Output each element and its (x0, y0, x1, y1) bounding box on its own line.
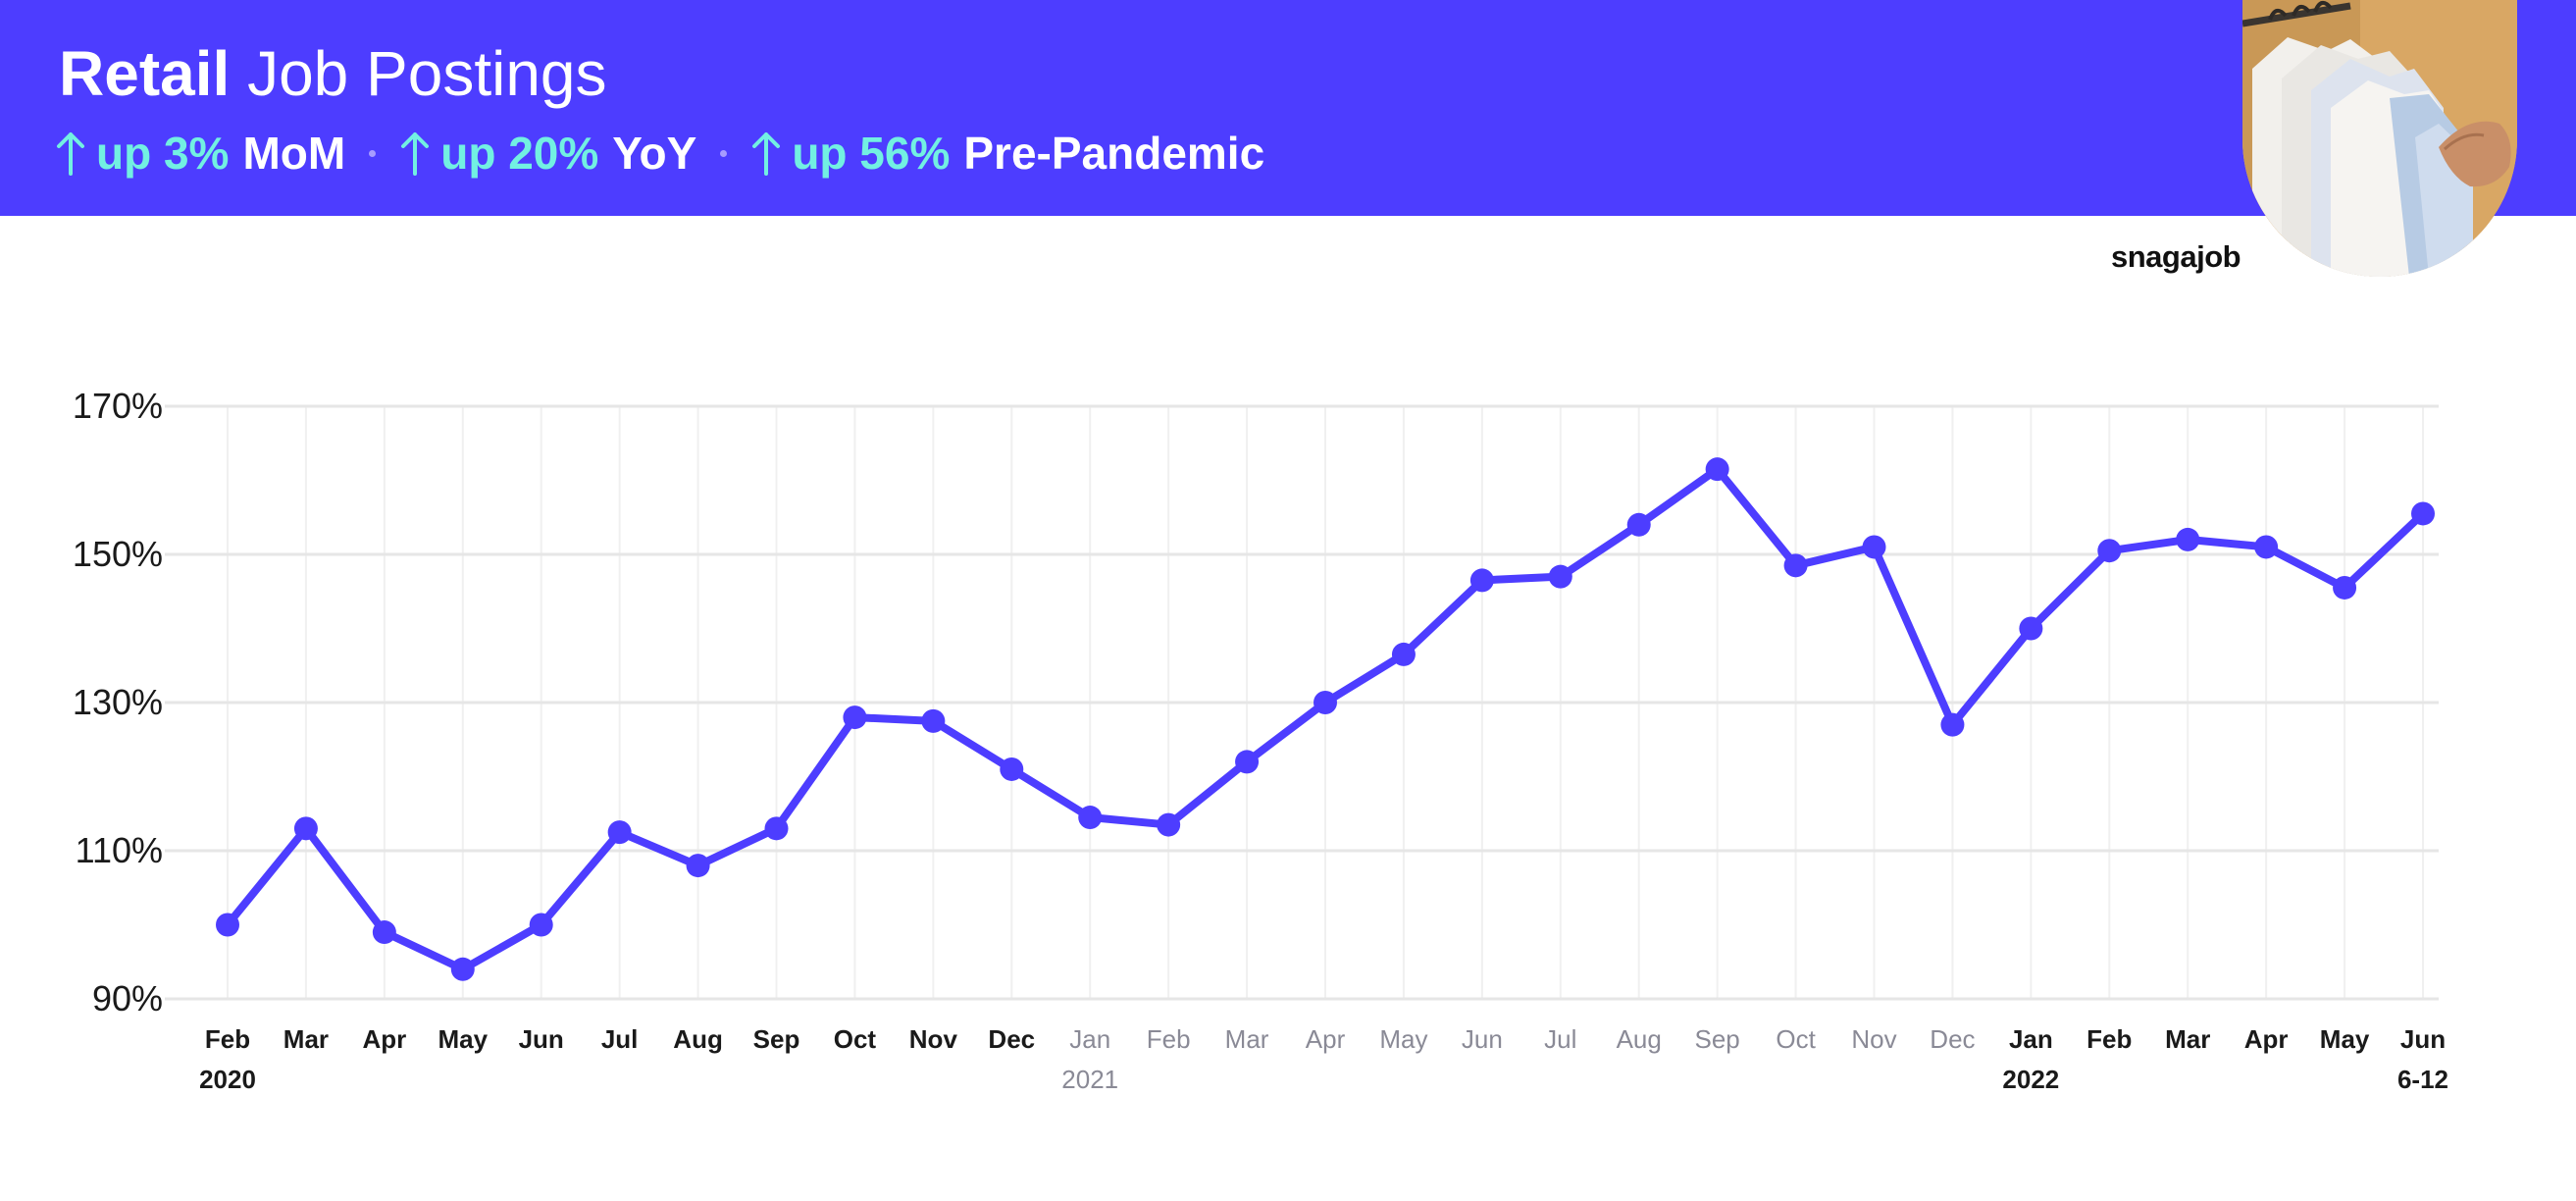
axis-layer: 90% 110% 130% 150% 170% Feb 2020 Mar Apr May Jun Ju… (73, 386, 2448, 1094)
stat-metric: MoM (242, 128, 346, 179)
header-banner (0, 0, 2576, 216)
data-point (1783, 553, 1808, 578)
data-point (293, 816, 318, 841)
stat-pre-pandemic: up 56% Pre-Pandemic (750, 127, 1264, 180)
data-point (1391, 642, 1416, 666)
x-tick-label: Aug (1617, 1024, 1662, 1054)
x-tick-label: Apr (2244, 1024, 2289, 1054)
x-tick-sublabel: 2021 (1061, 1065, 1118, 1094)
x-tick-label: Oct (834, 1024, 877, 1054)
x-tick-label: Jan (1069, 1024, 1110, 1054)
y-tick-label: 90% (92, 978, 163, 1018)
x-tick-label: Feb (205, 1024, 250, 1054)
x-tick-label: Feb (2087, 1024, 2132, 1054)
x-tick-label: Jun (519, 1024, 564, 1054)
data-point (216, 913, 239, 937)
brand-logo: snagajob (2111, 239, 2241, 274)
data-point (1705, 457, 1729, 482)
stat-change: up 56% (792, 128, 951, 179)
x-tick-sublabel: 6-12 (2397, 1065, 2448, 1094)
data-point (450, 957, 475, 981)
x-tick-label: May (438, 1024, 488, 1054)
stat-metric: YoY (612, 128, 697, 179)
data-point (1000, 757, 1024, 781)
x-tick-label: Nov (1851, 1024, 1896, 1054)
data-point (1235, 750, 1260, 774)
x-tick-label: Oct (1776, 1024, 1816, 1054)
x-tick-label: Nov (909, 1024, 958, 1054)
stat-change: up 3% (96, 128, 230, 179)
x-tick-label: Jul (1544, 1024, 1576, 1054)
x-tick-label: Apr (1306, 1024, 1346, 1054)
x-tick-label: May (1379, 1024, 1427, 1054)
data-point (372, 920, 396, 945)
data-point (607, 820, 632, 845)
x-tick-label: Aug (673, 1024, 723, 1054)
data-point (2333, 575, 2357, 600)
title-strong: Retail (59, 38, 231, 109)
x-tick-label: Feb (1147, 1024, 1191, 1054)
data-point (529, 913, 553, 937)
grid-layer (165, 404, 2439, 1001)
data-point (843, 705, 867, 730)
clothes-rack-illustration (2242, 0, 2517, 277)
x-tick-label: Sep (1695, 1024, 1740, 1054)
data-point (1626, 512, 1651, 537)
x-tick-label: May (2320, 1024, 2370, 1054)
x-tick-label: Dec (988, 1024, 1035, 1054)
arrow-up-icon (401, 132, 430, 176)
data-point (1862, 535, 1886, 559)
x-tick-sublabel: 2022 (2002, 1065, 2059, 1094)
y-tick-label: 130% (73, 682, 163, 722)
data-point (1078, 806, 1103, 830)
data-point (1314, 691, 1337, 714)
page-title: Retail Job Postings (59, 37, 607, 110)
title-rest: Job Postings (247, 38, 607, 109)
x-tick-label: Sep (753, 1024, 800, 1054)
separator-dot (369, 149, 377, 157)
data-point (2097, 539, 2122, 563)
data-point (2411, 501, 2435, 526)
stat-yoy: up 20% YoY (399, 127, 696, 180)
x-tick-label: Jul (601, 1024, 639, 1054)
data-point (2019, 616, 2043, 641)
x-tick-label: Jun (1462, 1024, 1503, 1054)
x-tick-label: Jun (2400, 1024, 2446, 1054)
x-tick-label: Jan (2009, 1024, 2053, 1054)
data-point (2254, 535, 2279, 559)
data-point (921, 708, 946, 733)
arrow-up-icon (752, 132, 781, 176)
data-point (1940, 712, 1965, 737)
retail-photo-badge (2242, 0, 2517, 277)
x-tick-label: Mar (283, 1024, 329, 1054)
arrow-up-icon (57, 132, 84, 176)
stat-mom: up 3% MoM (55, 127, 345, 180)
stat-metric: Pre-Pandemic (963, 128, 1265, 179)
line-chart: 90% 110% 130% 150% 170% Feb 2020 Mar Apr May Jun Ju… (73, 386, 2448, 1094)
y-tick-label: 170% (73, 386, 163, 426)
separator-dot (720, 149, 728, 157)
data-point (686, 854, 710, 878)
x-tick-label: Apr (362, 1024, 406, 1054)
x-tick-label: Mar (1225, 1024, 1269, 1054)
stat-change: up 20% (440, 128, 599, 179)
x-tick-sublabel: 2020 (199, 1065, 256, 1094)
x-tick-label: Dec (1930, 1024, 1975, 1054)
y-tick-label: 110% (76, 830, 163, 870)
data-point (1469, 568, 1494, 593)
data-point (1157, 812, 1181, 837)
data-point (2176, 527, 2200, 551)
x-tick-label: Mar (2165, 1024, 2210, 1054)
y-tick-label: 150% (73, 534, 163, 574)
stats-row: up 3% MoM up 20% YoY up 56% Pre-Pandemic (55, 122, 1264, 184)
data-point (764, 816, 789, 841)
data-point (1548, 564, 1572, 589)
series-layer (216, 457, 2435, 981)
